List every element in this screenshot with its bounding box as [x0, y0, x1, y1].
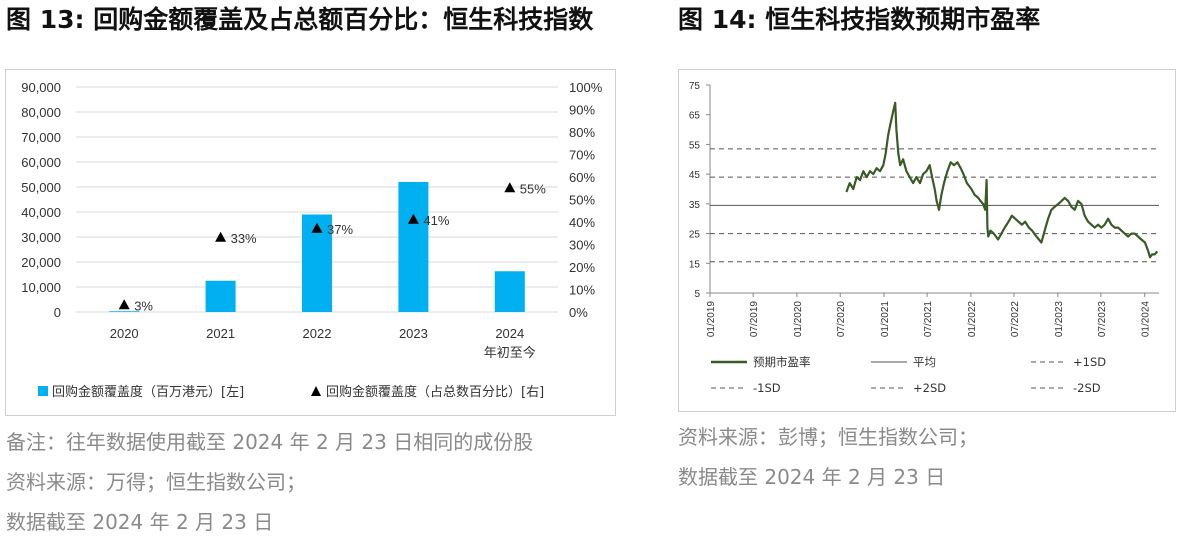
- right-axis-tick-label: 40%: [569, 215, 595, 230]
- right-axis-tick-label: 100%: [569, 80, 603, 95]
- left-axis-tick-label: 30,000: [21, 230, 61, 245]
- right-axis-tick-label: 20%: [569, 260, 595, 275]
- x-tick-label: 01/2019: [706, 301, 717, 338]
- legend-label: 预期市盈率: [753, 355, 811, 369]
- x-tick-label: 07/2021: [923, 301, 934, 338]
- x-tick-label: 07/2023: [1097, 301, 1108, 338]
- y-tick-label: 35: [689, 200, 701, 211]
- left-axis-tick-label: 80,000: [21, 105, 61, 120]
- right-chart-title: 图 14: 恒生科技指数预期市盈率: [678, 5, 1041, 34]
- legend-triangle-label: 回购金额覆盖度（占总数百分比）[右]: [326, 384, 544, 400]
- left-axis-tick-label: 70,000: [21, 130, 61, 145]
- bar: [398, 182, 429, 312]
- legend-bar-swatch: [38, 386, 48, 396]
- x-tick-label: 01/2021: [880, 301, 891, 338]
- x-tick-label: 07/2019: [749, 301, 760, 338]
- bar: [494, 271, 525, 312]
- right-note-date: 数据截至 2024 年 2 月 23 日: [678, 465, 946, 489]
- left-axis-tick-label: 20,000: [21, 255, 61, 270]
- legend-label: +1SD: [1073, 355, 1106, 369]
- pe-chart: 5 15 25 35 45 55 65 75 01/2019 07/2019 01/2020 07/2…: [689, 81, 1159, 395]
- category-label: 年初至今: [484, 345, 536, 360]
- left-axis-tick-label: 0: [54, 305, 61, 320]
- percent-marker: [311, 222, 323, 233]
- buyback-chart: 0 10,000 20,000 30,000 40,000 50,000 60,000 70,…: [21, 80, 603, 400]
- legend-label: -2SD: [1073, 381, 1101, 395]
- legend-label: -1SD: [753, 381, 781, 395]
- x-tick-label: 07/2022: [1010, 301, 1021, 338]
- percent-marker: [407, 213, 419, 224]
- pe-chart-frame: 5 15 25 35 45 55 65 75 01/2019 07/2019 01/2020 07/2…: [678, 69, 1176, 412]
- x-tick-label: 01/2022: [967, 301, 978, 338]
- x-tick-label: 01/2020: [793, 301, 804, 338]
- percent-marker: [215, 231, 227, 242]
- right-note-source: 资料来源：彭博；恒生指数公司；: [678, 425, 978, 449]
- right-axis-tick-label: 0%: [569, 305, 588, 320]
- legend-label: +2SD: [913, 381, 946, 395]
- right-axis-tick-label: 10%: [569, 283, 595, 298]
- left-axis-tick-label: 40,000: [21, 205, 61, 220]
- right-axis-tick-label: 90%: [569, 103, 595, 118]
- left-note-remark: 备注：往年数据使用截至 2024 年 2 月 23 日相同的成份股: [6, 430, 534, 454]
- category-label: 2022: [303, 326, 332, 341]
- percent-data-label: 37%: [327, 222, 353, 237]
- percent-data-label: 3%: [134, 298, 153, 313]
- left-axis-tick-label: 50,000: [21, 180, 61, 195]
- right-axis-tick-label: 30%: [569, 238, 595, 253]
- percent-data-label: 41%: [423, 213, 449, 228]
- category-label: 2023: [399, 326, 428, 341]
- y-tick-label: 15: [689, 259, 701, 270]
- legend-triangle-marker: [311, 386, 321, 396]
- left-chart-title: 图 13: 回购金额覆盖及占总额百分比：恒生科技指数: [6, 5, 594, 34]
- percent-data-label: 55%: [520, 181, 546, 196]
- percent-marker: [118, 299, 130, 310]
- x-tick-label: 01/2024: [1141, 301, 1152, 338]
- left-axis-tick-label: 10,000: [21, 280, 61, 295]
- y-tick-label: 5: [694, 289, 700, 300]
- percent-data-label: 33%: [231, 231, 257, 246]
- right-axis-tick-label: 50%: [569, 193, 595, 208]
- category-label: 2024: [495, 326, 524, 341]
- x-tick-label: 07/2020: [836, 301, 847, 338]
- pe-series-line: [845, 101, 1159, 259]
- legend-label: 平均: [913, 355, 936, 369]
- right-axis-tick-label: 80%: [569, 125, 595, 140]
- y-tick-label: 25: [689, 230, 701, 241]
- legend-bar-label: 回购金额覆盖度（百万港元）[左]: [52, 384, 244, 400]
- category-label: 2020: [110, 326, 139, 341]
- y-tick-label: 65: [689, 111, 701, 122]
- right-axis-tick-label: 70%: [569, 148, 595, 163]
- y-tick-label: 75: [689, 81, 701, 92]
- left-axis-tick-label: 90,000: [21, 80, 61, 95]
- left-note-date: 数据截至 2024 年 2 月 23 日: [6, 510, 274, 534]
- buyback-chart-frame: 0 10,000 20,000 30,000 40,000 50,000 60,000 70,…: [5, 69, 616, 416]
- left-note-source: 资料来源：万得；恒生指数公司；: [6, 470, 306, 494]
- left-axis-tick-label: 60,000: [21, 155, 61, 170]
- bar: [109, 311, 140, 312]
- bar: [205, 280, 236, 312]
- y-tick-label: 55: [689, 140, 701, 151]
- percent-marker: [504, 182, 516, 193]
- category-label: 2021: [206, 326, 235, 341]
- x-tick-label: 01/2023: [1054, 301, 1065, 338]
- y-tick-label: 45: [689, 170, 701, 181]
- right-axis-tick-label: 60%: [569, 170, 595, 185]
